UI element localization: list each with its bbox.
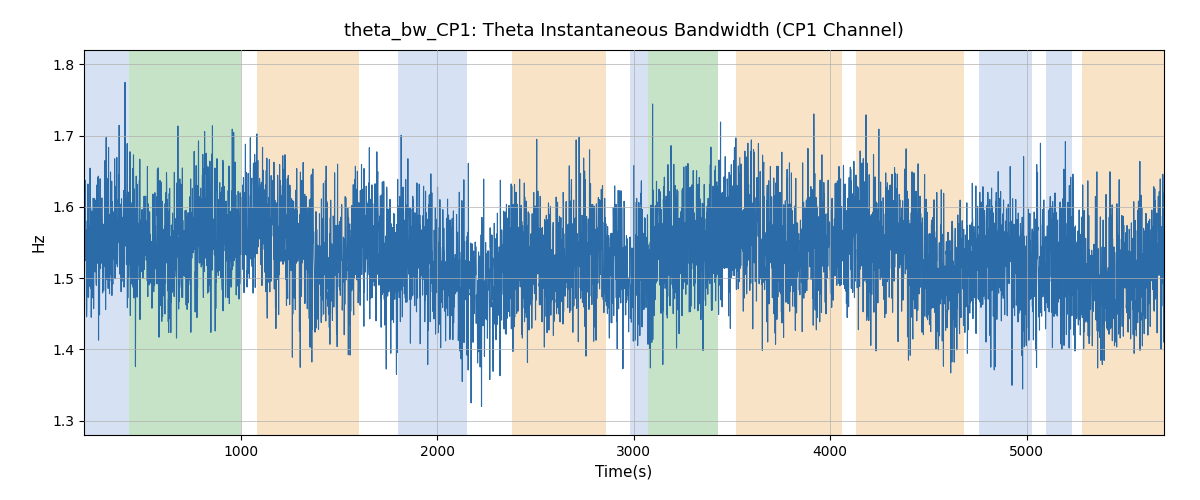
Bar (648, 50, 719, 435)
Bar (736, 50, 842, 435)
Bar (130, 50, 241, 435)
Bar (84, 50, 130, 435)
Bar (1046, 50, 1072, 435)
Bar (856, 50, 964, 435)
Y-axis label: Hz: Hz (31, 233, 47, 252)
Bar (979, 50, 1032, 435)
Bar (398, 50, 467, 435)
Title: theta_bw_CP1: Theta Instantaneous Bandwidth (CP1 Channel): theta_bw_CP1: Theta Instantaneous Bandwi… (344, 22, 904, 40)
Bar (257, 50, 359, 435)
X-axis label: Time(s): Time(s) (595, 464, 653, 479)
Bar (1081, 50, 1164, 435)
Bar (512, 50, 606, 435)
Bar (630, 50, 648, 435)
